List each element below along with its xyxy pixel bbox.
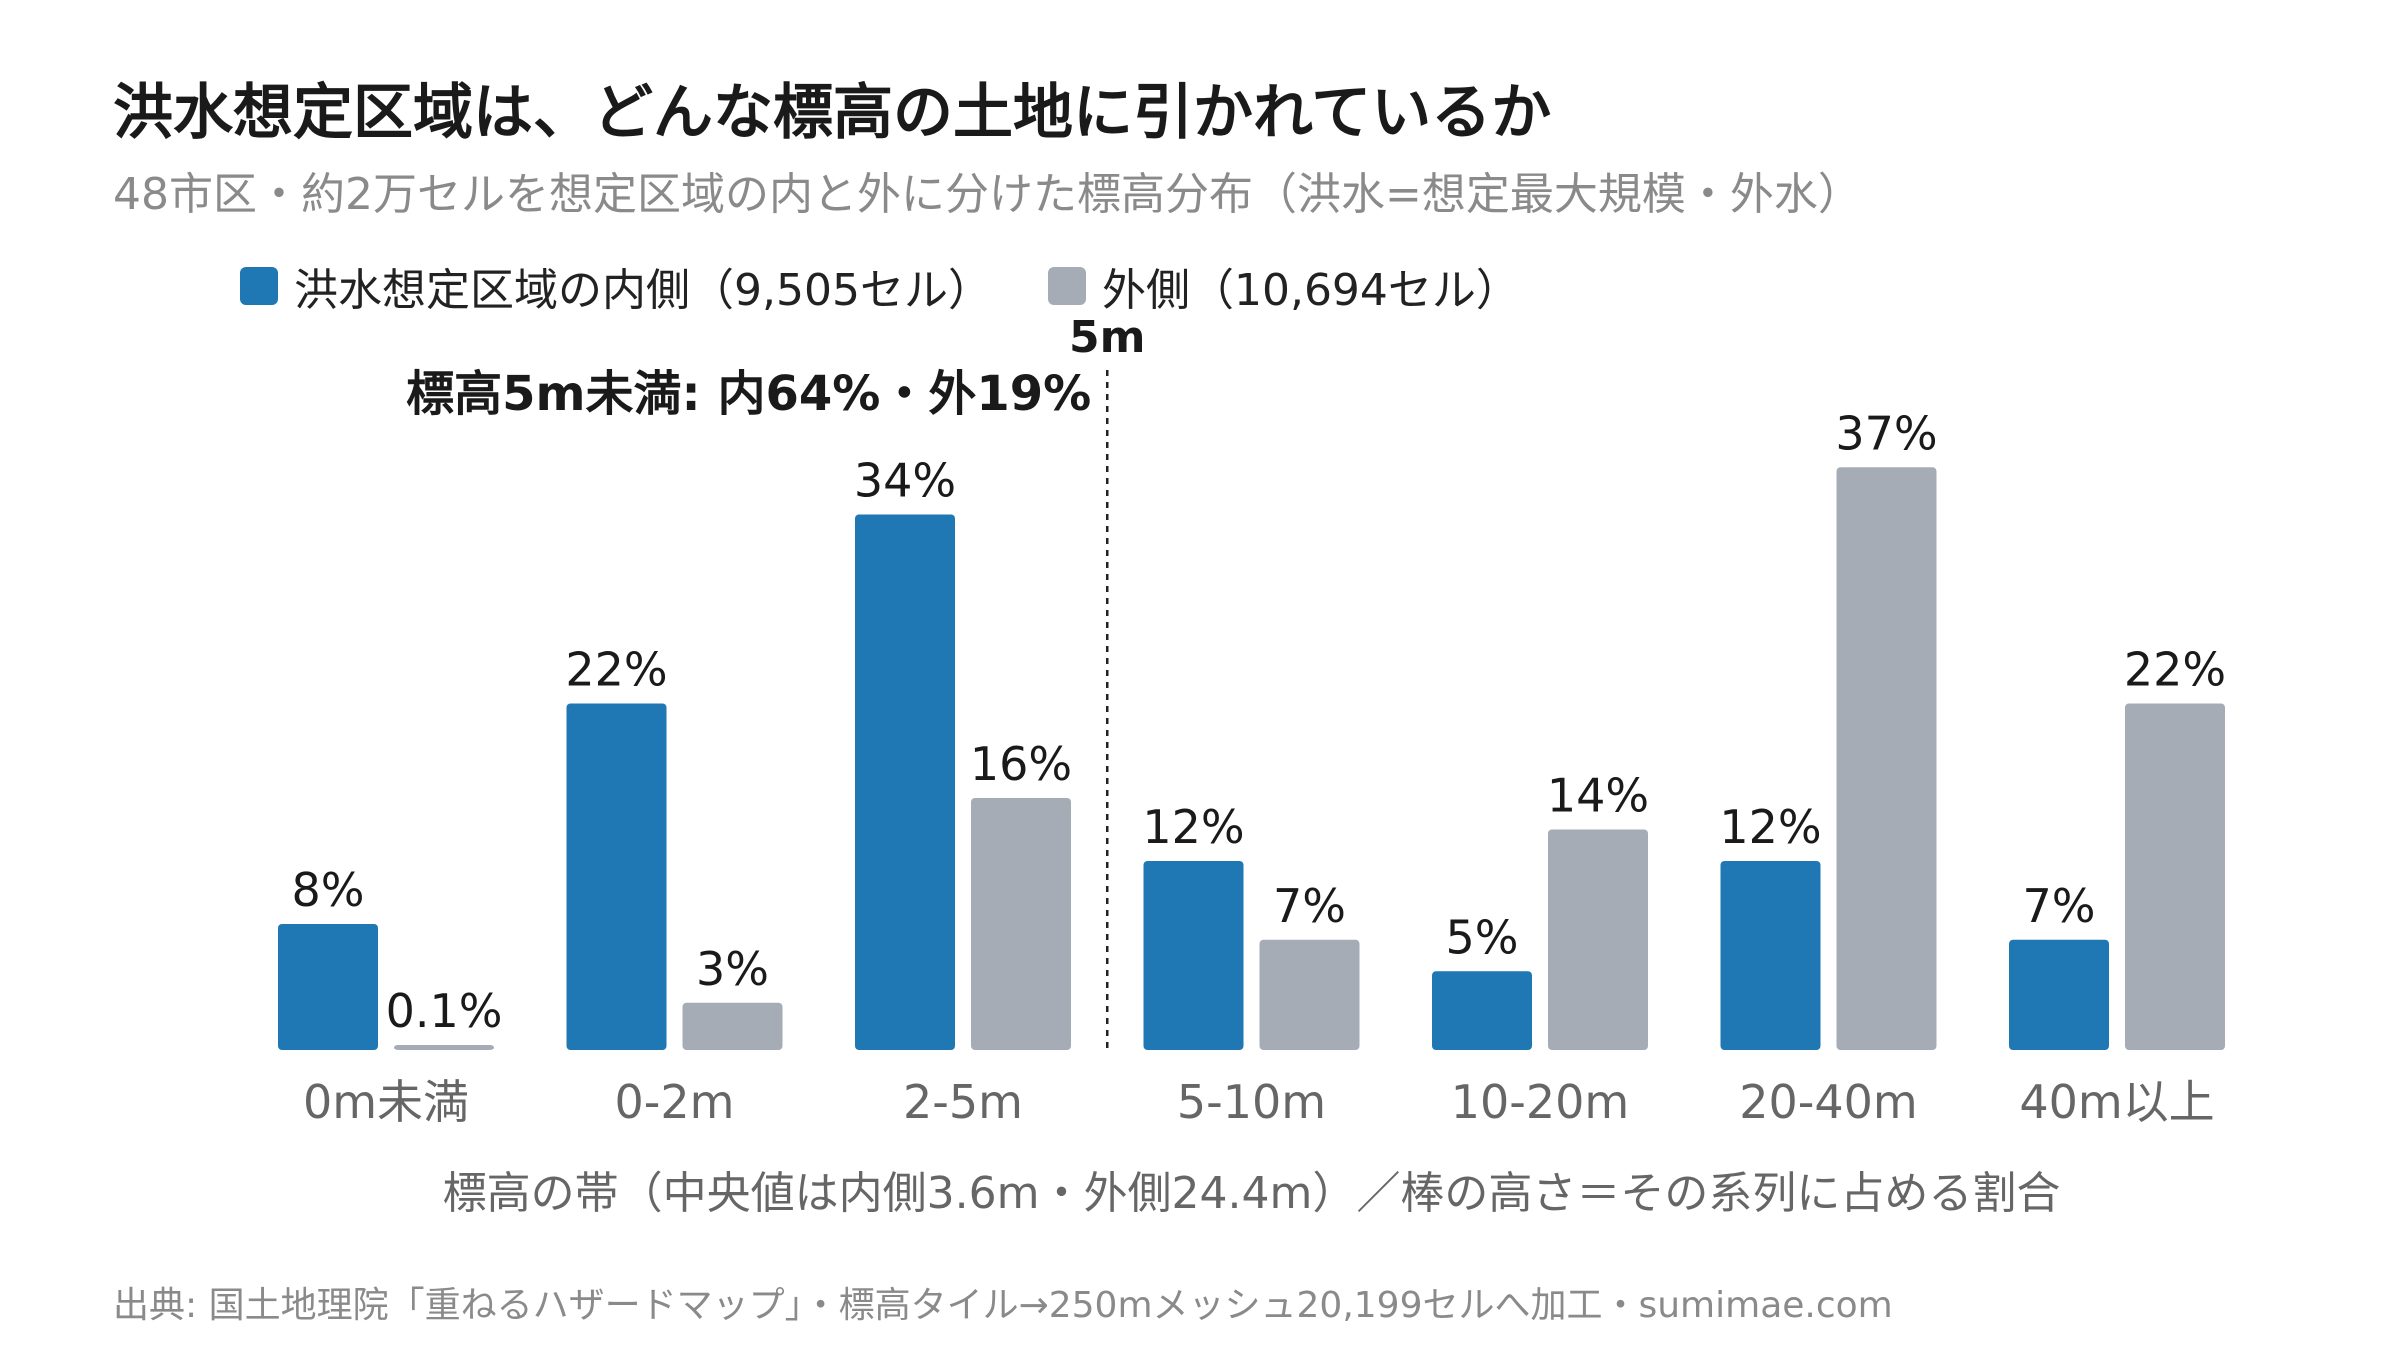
bar-inside-3 xyxy=(1143,861,1244,1050)
chart-subtitle: 48市区・約2万セルを想定区域の内と外に分けた標高分布（洪水=想定最大規模・外水… xyxy=(113,169,1862,220)
legend-item-inside: 洪水想定区域の内側（9,505セル） xyxy=(240,254,992,318)
data-label-inside-3: 12% xyxy=(1142,800,1244,854)
x-tick-label-0: 0m未満 xyxy=(303,1075,469,1129)
data-label-outside-5: 37% xyxy=(1835,406,1937,460)
data-label-inside-0: 8% xyxy=(292,863,365,917)
data-label-inside-1: 22% xyxy=(565,643,667,697)
bar-outside-6 xyxy=(2125,703,2225,1050)
bar-inside-6 xyxy=(2009,939,2109,1050)
data-label-inside-2: 34% xyxy=(854,454,956,508)
data-label-inside-4: 5% xyxy=(1446,910,1519,964)
bar-inside-4 xyxy=(1432,971,1532,1050)
threshold-label: 5m xyxy=(1069,312,1145,363)
data-label-outside-6: 22% xyxy=(2124,643,2226,697)
data-label-outside-0: 0.1% xyxy=(386,984,503,1038)
data-label-outside-1: 3% xyxy=(696,942,769,996)
bar-outside-2 xyxy=(971,798,1071,1050)
x-tick-label-2: 2-5m xyxy=(903,1075,1023,1129)
legend: 洪水想定区域の内側（9,505セル） 外側（10,694セル） xyxy=(240,254,1576,318)
bar-outside-3 xyxy=(1259,939,1360,1050)
data-label-inside-5: 12% xyxy=(1719,800,1821,854)
x-tick-label-5: 20-40m xyxy=(1739,1075,1917,1129)
legend-swatch-inside xyxy=(240,267,278,305)
x-tick-label-1: 0-2m xyxy=(615,1075,735,1129)
x-axis-label: 標高の帯（中央値は内側3.6m・外側24.4m）／棒の高さ＝その系列に占める割合 xyxy=(443,1168,2061,1219)
bar-outside-1 xyxy=(682,1002,783,1050)
legend-label-outside: 外側（10,694セル） xyxy=(1101,265,1520,316)
source-note: 出典: 国土地理院「重ねるハザードマップ」・標高タイル→250mメッシュ20,1… xyxy=(113,1285,1893,1326)
annotation-text: 標高5m未満: 内64%・外19% xyxy=(406,366,1091,422)
bar-outside-5 xyxy=(1836,467,1937,1050)
data-label-outside-3: 7% xyxy=(1273,879,1346,933)
legend-swatch-outside xyxy=(1047,267,1086,305)
x-tick-label-4: 10-20m xyxy=(1451,1075,1629,1129)
bar-outside-4 xyxy=(1548,829,1648,1050)
data-label-outside-4: 14% xyxy=(1547,769,1649,823)
legend-label-inside: 洪水想定区域の内側（9,505セル） xyxy=(294,265,992,316)
x-tick-label-6: 40m以上 xyxy=(2019,1075,2214,1129)
bar-inside-0 xyxy=(278,924,378,1050)
bar-inside-1 xyxy=(566,703,667,1050)
data-label-inside-6: 7% xyxy=(2023,879,2096,933)
data-label-outside-2: 16% xyxy=(970,737,1072,791)
legend-item-outside: 外側（10,694セル） xyxy=(1047,254,1520,318)
bar-inside-2 xyxy=(855,514,955,1050)
bar-inside-5 xyxy=(1720,861,1821,1050)
x-tick-label-3: 5-10m xyxy=(1177,1075,1326,1129)
bar-outside-0 xyxy=(394,1045,494,1050)
chart-title: 洪水想定区域は、どんな標高の土地に引かれているか xyxy=(113,78,1552,148)
